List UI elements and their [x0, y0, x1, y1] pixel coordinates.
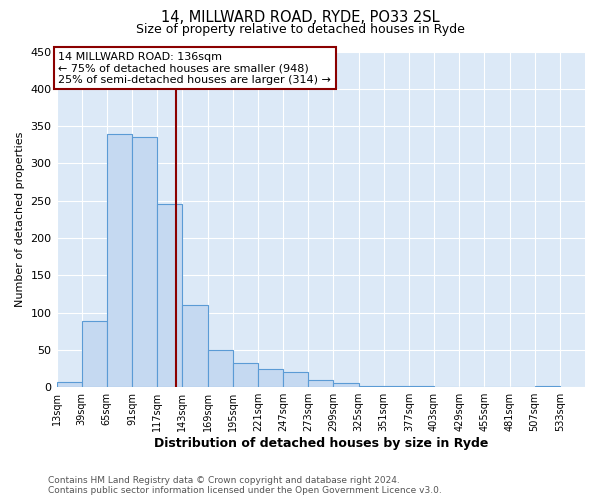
Bar — [208, 350, 233, 387]
Text: 14, MILLWARD ROAD, RYDE, PO33 2SL: 14, MILLWARD ROAD, RYDE, PO33 2SL — [161, 10, 439, 25]
Bar — [258, 368, 283, 387]
Bar — [157, 204, 182, 387]
Bar — [56, 382, 82, 387]
Bar — [535, 386, 560, 387]
Bar — [409, 386, 434, 387]
Text: Size of property relative to detached houses in Ryde: Size of property relative to detached ho… — [136, 22, 464, 36]
Bar — [132, 138, 157, 387]
Text: 14 MILLWARD ROAD: 136sqm
← 75% of detached houses are smaller (948)
25% of semi-: 14 MILLWARD ROAD: 136sqm ← 75% of detach… — [58, 52, 331, 84]
Bar — [308, 380, 334, 387]
Bar — [383, 386, 409, 387]
Text: Contains HM Land Registry data © Crown copyright and database right 2024.: Contains HM Land Registry data © Crown c… — [48, 476, 400, 485]
Bar — [82, 321, 107, 387]
Bar — [107, 134, 132, 387]
X-axis label: Distribution of detached houses by size in Ryde: Distribution of detached houses by size … — [154, 437, 488, 450]
Bar — [283, 372, 308, 387]
Bar — [359, 386, 383, 387]
Bar — [182, 305, 208, 387]
Text: Contains public sector information licensed under the Open Government Licence v3: Contains public sector information licen… — [48, 486, 442, 495]
Bar — [334, 384, 359, 387]
Bar — [233, 362, 258, 387]
Y-axis label: Number of detached properties: Number of detached properties — [15, 132, 25, 307]
